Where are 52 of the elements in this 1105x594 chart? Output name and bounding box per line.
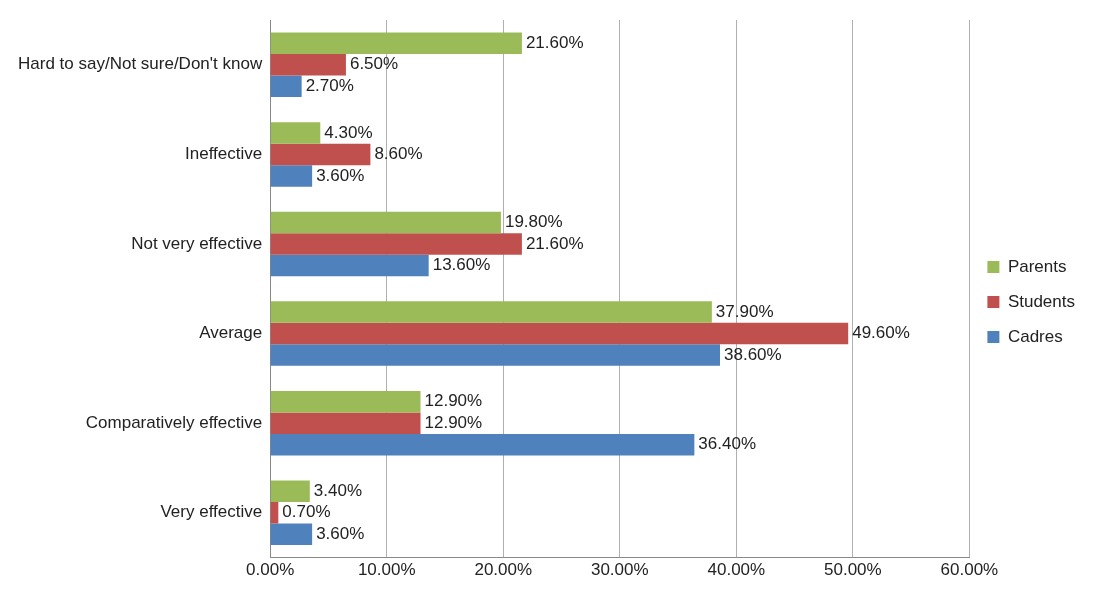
bar <box>270 390 421 413</box>
bar <box>270 54 346 76</box>
bar <box>270 165 313 187</box>
data-label: 12.90% <box>424 391 483 411</box>
data-label: 12.90% <box>424 412 483 432</box>
bar <box>270 301 712 323</box>
legend-label: Parents <box>1007 256 1067 276</box>
x-tick-label: 40.00% <box>707 560 766 580</box>
data-label: 21.60% <box>525 32 584 52</box>
data-label: 3.40% <box>313 480 363 500</box>
bar <box>270 233 522 255</box>
data-label: 13.60% <box>432 255 491 275</box>
bar <box>270 480 310 503</box>
data-label: 38.60% <box>724 344 782 364</box>
y-tick-label: Hard to say/Not sure/Don't know <box>18 54 263 74</box>
data-label: 36.40% <box>698 434 757 454</box>
legend-label: Cadres <box>1007 326 1063 346</box>
x-tick-label: 60.00% <box>940 560 999 580</box>
y-tick-label: Comparatively effective <box>85 412 263 432</box>
data-label: 2.70% <box>305 75 354 95</box>
data-label: 8.60% <box>374 144 423 164</box>
bar <box>270 122 321 144</box>
bar <box>270 322 849 345</box>
y-tick-label: Not very effective <box>131 233 263 253</box>
bar <box>270 254 429 277</box>
x-tick-label: 20.00% <box>474 560 533 580</box>
x-tick-label: 50.00% <box>824 560 882 580</box>
y-tick-label: Ineffective <box>185 144 263 164</box>
y-tick-label: Very effective <box>160 502 263 522</box>
data-label: 4.30% <box>324 122 373 142</box>
bar <box>270 32 522 55</box>
y-tick-label: Average <box>199 323 263 343</box>
bar <box>270 433 695 456</box>
x-tick-label: 30.00% <box>590 560 649 580</box>
bar <box>270 344 721 366</box>
data-label: 3.60% <box>316 523 365 543</box>
data-label: 6.50% <box>349 54 399 74</box>
bar <box>270 523 313 546</box>
bar <box>270 75 302 98</box>
x-tick-label: 10.00% <box>357 560 416 580</box>
bar <box>270 211 501 234</box>
data-label: 0.70% <box>282 502 331 522</box>
legend-label: Students <box>1007 291 1076 311</box>
x-tick-label: 0.00% <box>246 560 295 580</box>
data-label: 3.60% <box>316 165 365 185</box>
data-label: 19.80% <box>504 212 563 232</box>
bar <box>270 502 279 524</box>
bar <box>270 143 371 166</box>
data-label: 21.60% <box>525 233 584 253</box>
bar <box>270 412 421 434</box>
data-label: 49.60% <box>852 323 910 343</box>
data-label: 37.90% <box>715 301 774 321</box>
